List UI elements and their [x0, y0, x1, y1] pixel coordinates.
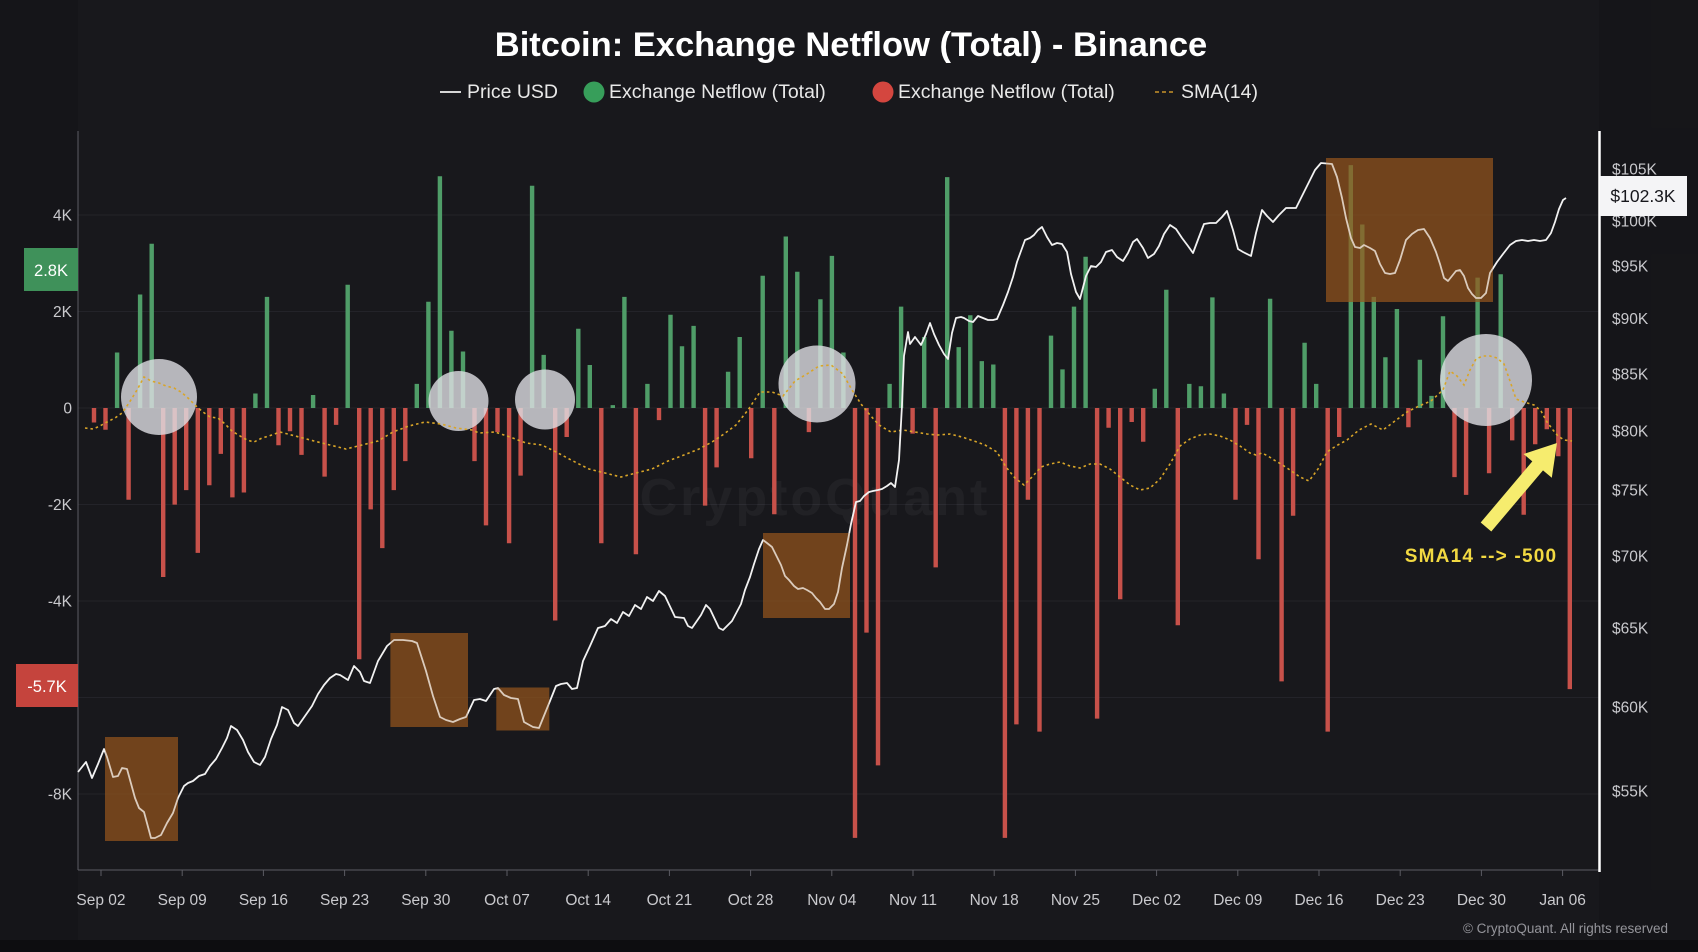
- svg-text:Oct 28: Oct 28: [728, 892, 774, 909]
- svg-text:$105K: $105K: [1612, 162, 1657, 179]
- svg-text:$80K: $80K: [1612, 424, 1649, 441]
- svg-text:Nov 04: Nov 04: [807, 892, 856, 909]
- svg-text:Oct 07: Oct 07: [484, 892, 530, 909]
- svg-text:Price USD: Price USD: [467, 81, 558, 103]
- svg-text:Sep 16: Sep 16: [239, 892, 288, 909]
- svg-text:4K: 4K: [53, 208, 73, 225]
- svg-text:Dec 23: Dec 23: [1376, 892, 1425, 909]
- svg-text:$55K: $55K: [1612, 784, 1649, 801]
- svg-text:$65K: $65K: [1612, 621, 1649, 638]
- svg-text:Sep 09: Sep 09: [158, 892, 207, 909]
- svg-text:Sep 30: Sep 30: [401, 892, 451, 909]
- svg-text:Nov 18: Nov 18: [970, 892, 1019, 909]
- svg-text:Dec 09: Dec 09: [1213, 892, 1262, 909]
- svg-text:Oct 14: Oct 14: [565, 892, 611, 909]
- svg-text:$60K: $60K: [1612, 700, 1649, 717]
- svg-text:2K: 2K: [53, 304, 73, 321]
- svg-text:Exchange Netflow (Total): Exchange Netflow (Total): [898, 81, 1115, 103]
- svg-text:Dec 02: Dec 02: [1132, 892, 1181, 909]
- svg-text:Sep 02: Sep 02: [76, 892, 125, 909]
- svg-text:$75K: $75K: [1612, 483, 1649, 500]
- svg-text:$70K: $70K: [1612, 549, 1649, 566]
- svg-text:-4K: -4K: [48, 594, 73, 611]
- svg-text:CryptoQuant: CryptoQuant: [640, 469, 991, 527]
- svg-text:Jan 06: Jan 06: [1539, 892, 1586, 909]
- svg-text:-5.7K: -5.7K: [27, 678, 66, 696]
- svg-text:Dec 16: Dec 16: [1294, 892, 1343, 909]
- svg-text:2.8K: 2.8K: [34, 262, 68, 280]
- svg-text:$85K: $85K: [1612, 367, 1649, 384]
- svg-text:Nov 25: Nov 25: [1051, 892, 1100, 909]
- svg-text:0: 0: [63, 401, 72, 418]
- svg-text:SMA14 --> -500: SMA14 --> -500: [1405, 546, 1558, 567]
- svg-text:$100K: $100K: [1612, 214, 1657, 231]
- svg-text:$90K: $90K: [1612, 311, 1649, 328]
- svg-text:Exchange Netflow (Total): Exchange Netflow (Total): [609, 81, 826, 103]
- svg-text:$102.3K: $102.3K: [1610, 186, 1676, 206]
- svg-text:Bitcoin: Exchange Netflow (Tot: Bitcoin: Exchange Netflow (Total) - Bina…: [495, 26, 1207, 64]
- svg-text:Dec 30: Dec 30: [1457, 892, 1506, 909]
- svg-text:Sep 23: Sep 23: [320, 892, 369, 909]
- svg-text:SMA(14): SMA(14): [1181, 81, 1258, 103]
- svg-text:Nov 11: Nov 11: [889, 892, 937, 909]
- svg-text:$95K: $95K: [1612, 259, 1649, 276]
- svg-text:-8K: -8K: [48, 787, 73, 804]
- svg-text:Oct 21: Oct 21: [647, 892, 693, 909]
- svg-text:-2K: -2K: [48, 497, 73, 514]
- svg-text:© CryptoQuant. All rights rese: © CryptoQuant. All rights reserved: [1463, 921, 1668, 936]
